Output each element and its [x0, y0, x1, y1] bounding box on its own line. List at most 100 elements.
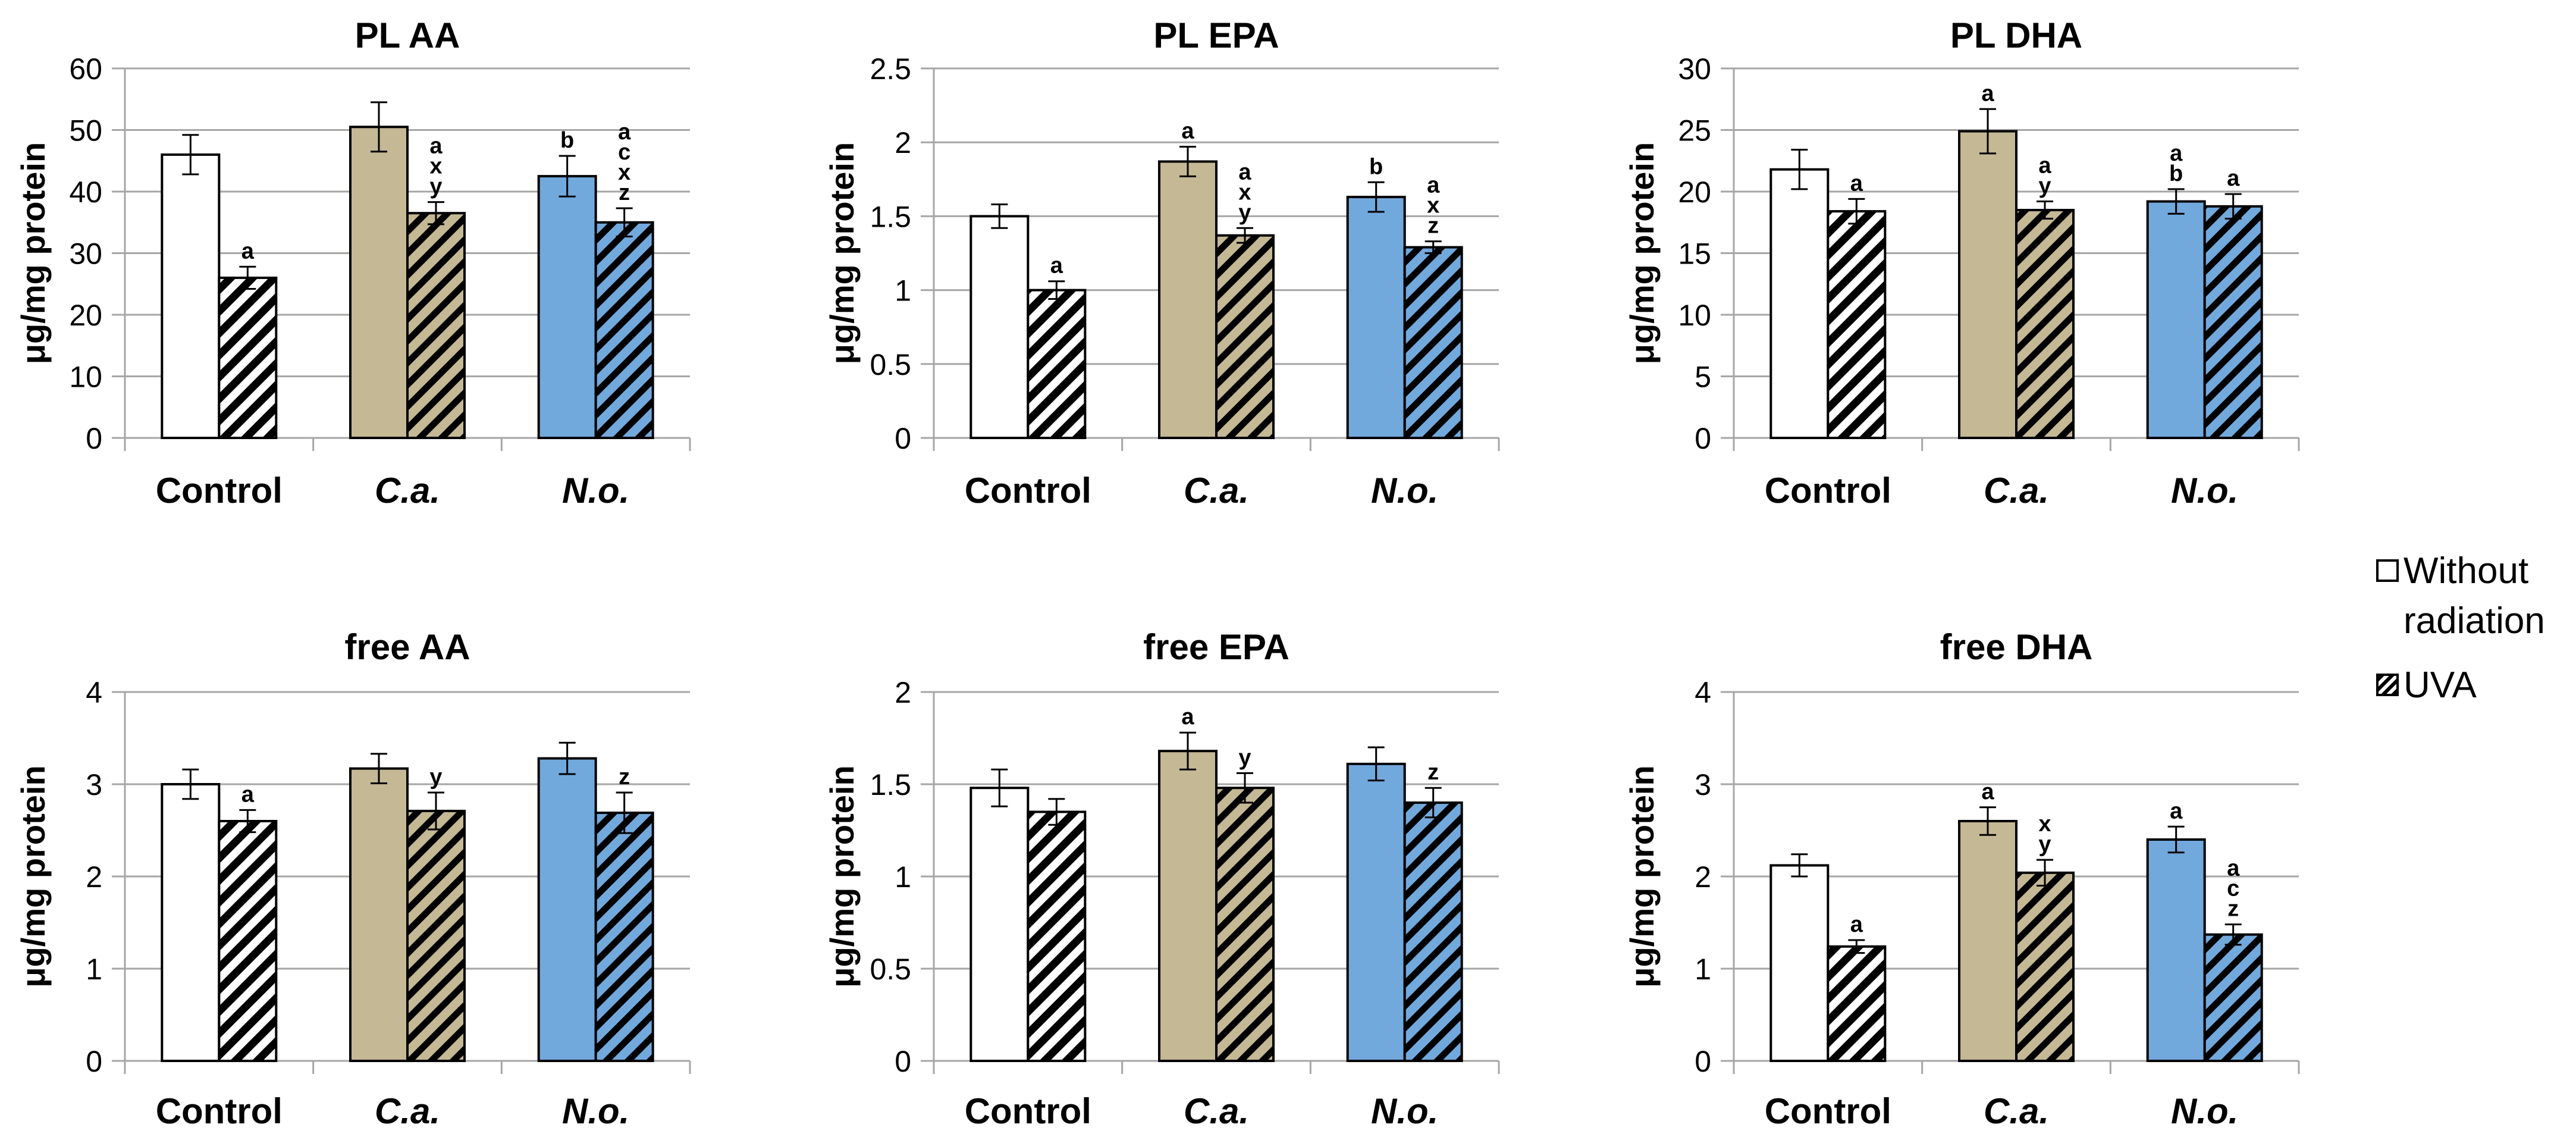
- y-tick-label: 0: [86, 1045, 102, 1078]
- significance-letter: a: [1981, 81, 1994, 106]
- chart-title-free-dha: free DHA: [1940, 627, 2093, 667]
- bar-n-o-without-radiation: [537, 757, 597, 1062]
- x-tick-label-c-a: C.a.: [375, 1091, 440, 1131]
- chart-free-aa: free AA 0 1 2 3 4 μg/mg protein Control a C.a. y N.…: [14, 627, 691, 1131]
- y-tick-label: 1: [895, 274, 911, 308]
- significance-letter: z: [2227, 897, 2239, 922]
- bar-n-o-uva: [2203, 933, 2263, 1063]
- bar-c-a-without-radiation: [1158, 750, 1218, 1062]
- bar-n-o-uva: [594, 812, 654, 1063]
- significance-letter: x: [1427, 193, 1439, 218]
- bar-control-uva: [1027, 289, 1087, 439]
- bar-c-a-uva: [406, 809, 466, 1062]
- significance-letter: y: [1238, 745, 1251, 770]
- y-axis-label-pl-aa: μg/mg protein: [14, 142, 52, 364]
- significance-letter: a: [1850, 912, 1863, 937]
- y-axis-label-pl-epa: μg/mg protein: [823, 142, 861, 364]
- x-tick-label-c-a: C.a.: [1984, 471, 2049, 511]
- bar-control-without-radiation: [161, 783, 221, 1062]
- x-tick-label-control: Control: [1765, 471, 1891, 511]
- y-tick-label: 1.5: [870, 768, 911, 801]
- bar-control-without-radiation: [969, 787, 1030, 1062]
- y-tick-label: 40: [69, 176, 102, 209]
- x-tick-label-control: Control: [156, 1091, 283, 1131]
- bar-c-a-without-radiation: [1958, 130, 2017, 439]
- chart-title-pl-epa: PL EPA: [1153, 15, 1279, 55]
- significance-letter: a: [2170, 141, 2183, 166]
- bar-control-uva: [218, 276, 278, 439]
- significance-letter: a: [1050, 253, 1063, 278]
- y-tick-label: 0: [895, 1045, 911, 1078]
- bar-n-o-without-radiation: [1346, 196, 1406, 439]
- bar-n-o-uva: [1403, 801, 1463, 1062]
- y-tick-label: 4: [86, 676, 102, 709]
- y-tick-label: 20: [1678, 176, 1711, 209]
- chart-free-dha: free DHA 0 1 2 3 4 μg/mg protein Control a C.a. a x…: [1623, 627, 2300, 1131]
- significance-letter: x: [2038, 812, 2051, 837]
- bar-n-o-without-radiation: [1346, 762, 1406, 1063]
- significance-letter: a: [241, 782, 255, 807]
- bar-n-o-without-radiation: [537, 175, 597, 439]
- significance-letter: y: [429, 174, 442, 199]
- legend-item-without-radiation: Without radiation: [2376, 546, 2572, 646]
- significance-letter: y: [429, 765, 442, 790]
- chart-title-free-epa: free EPA: [1143, 627, 1289, 667]
- significance-letter: a: [1850, 171, 1863, 196]
- x-tick-label-c-a: C.a.: [375, 471, 440, 511]
- y-tick-label: 20: [69, 299, 102, 332]
- y-tick-label: 60: [69, 52, 102, 86]
- x-tick-label-n-o: N.o.: [562, 1091, 629, 1131]
- significance-letter: b: [1369, 154, 1383, 179]
- significance-letter: c: [618, 140, 630, 165]
- chart-title-free-aa: free AA: [344, 627, 470, 667]
- legend-label-uva: UVA: [2404, 665, 2477, 706]
- y-axis-label-pl-dha: μg/mg protein: [1623, 142, 1661, 364]
- significance-letter: x: [1238, 180, 1251, 205]
- significance-letter: a: [2038, 154, 2051, 179]
- y-tick-label: 3: [1695, 768, 1711, 801]
- x-tick-label-control: Control: [965, 1091, 1091, 1131]
- bar-n-o-without-radiation: [2146, 200, 2206, 439]
- significance-letter: x: [618, 160, 630, 185]
- chart-pl-dha: PL DHA 0 5 10 15 20 25 30 μg/mg protein Control a C…: [1623, 15, 2300, 511]
- significance-letter: c: [2227, 876, 2239, 901]
- x-tick-label-n-o: N.o.: [2171, 471, 2238, 511]
- legend-swatch-open: [2376, 559, 2399, 582]
- bar-c-a-without-radiation: [1958, 820, 2017, 1062]
- bar-control-without-radiation: [1769, 864, 1830, 1063]
- y-tick-label: 30: [69, 237, 102, 271]
- significance-letter: b: [560, 128, 574, 153]
- bar-c-a-uva: [2015, 871, 2075, 1063]
- chart-title-pl-dha: PL DHA: [1950, 15, 2082, 55]
- bar-control-uva: [1827, 210, 1887, 439]
- bar-n-o-uva: [2203, 205, 2263, 439]
- significance-letter: z: [619, 765, 630, 790]
- y-tick-label: 10: [69, 361, 102, 394]
- x-tick-label-c-a: C.a.: [1184, 471, 1249, 511]
- x-tick-label-n-o: N.o.: [562, 471, 629, 511]
- y-tick-label: 2: [895, 676, 911, 709]
- y-tick-label: 3: [86, 768, 102, 801]
- significance-letter: a: [2227, 166, 2240, 191]
- x-tick-label-control: Control: [1765, 1091, 1891, 1131]
- y-tick-label: 0: [1695, 1045, 1711, 1078]
- x-tick-label-control: Control: [965, 471, 1091, 511]
- significance-letter: a: [429, 134, 443, 159]
- bar-control-without-radiation: [1769, 168, 1830, 439]
- bar-c-a-uva: [2015, 209, 2075, 439]
- y-tick-label: 50: [69, 114, 102, 148]
- y-tick-label: 15: [1678, 237, 1711, 271]
- significance-letter: a: [241, 239, 255, 264]
- y-tick-label: 0.5: [870, 953, 911, 986]
- significance-letter: z: [619, 180, 630, 205]
- significance-letter: a: [2170, 798, 2183, 823]
- chart-title-pl-aa: PL AA: [355, 15, 460, 55]
- y-tick-label: 1: [1695, 953, 1711, 986]
- x-tick-label-c-a: C.a.: [1184, 1091, 1249, 1131]
- y-tick-label: 2: [1695, 860, 1711, 894]
- y-tick-label: 4: [1695, 676, 1711, 709]
- y-tick-label: 0: [895, 422, 911, 455]
- x-tick-label-n-o: N.o.: [1371, 1091, 1438, 1131]
